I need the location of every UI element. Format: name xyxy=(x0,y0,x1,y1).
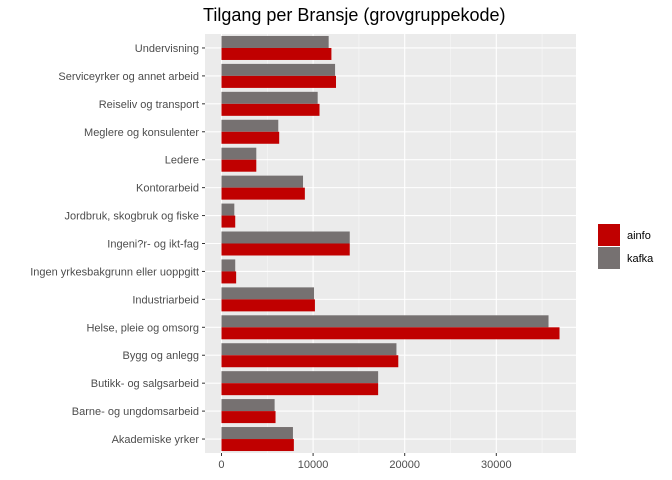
bar-ainfo-5 xyxy=(221,187,305,200)
bar-ainfo-2 xyxy=(221,103,320,116)
y-tick-label-10: Helse, pleie og omsorg xyxy=(86,322,199,334)
bar-kafka-1 xyxy=(221,63,336,76)
bar-kafka-5 xyxy=(221,175,304,188)
y-tick-label-13: Barne- og ungdomsarbeid xyxy=(72,406,199,418)
bar-ainfo-7 xyxy=(221,243,350,256)
y-tick-label-14: Akademiske yrker xyxy=(112,434,200,446)
bar-kafka-13 xyxy=(221,399,275,412)
x-tick-label-3: 30000 xyxy=(481,459,512,471)
bar-kafka-0 xyxy=(221,35,329,48)
chart-title: Tilgang per Bransje (grovgruppekode) xyxy=(203,5,506,25)
y-tick-label-1: Serviceyrker og annet arbeid xyxy=(58,71,199,83)
legend: ainfo kafka xyxy=(598,224,654,269)
bar-ainfo-3 xyxy=(221,131,280,144)
x-axis-ticks: 0 10000 20000 30000 xyxy=(218,453,512,471)
y-tick-label-3: Meglere og konsulenter xyxy=(84,127,199,139)
y-tick-label-2: Reiseliv og transport xyxy=(99,99,199,111)
bar-kafka-3 xyxy=(221,119,279,132)
bar-ainfo-0 xyxy=(221,47,332,60)
bar-ainfo-13 xyxy=(221,411,276,424)
y-tick-label-6: Jordbruk, skogbruk og fiske xyxy=(64,211,199,223)
y-axis-ticks: Undervisning Serviceyrker og annet arbeid… xyxy=(30,43,205,446)
bars xyxy=(221,35,560,452)
x-tick-label-1: 10000 xyxy=(298,459,329,471)
y-tick-label-4: Ledere xyxy=(165,155,199,167)
bar-ainfo-11 xyxy=(221,355,399,368)
y-tick-label-8: Ingen yrkesbakgrunn eller uoppgitt xyxy=(30,266,199,278)
bar-kafka-7 xyxy=(221,231,350,244)
bar-kafka-14 xyxy=(221,427,293,440)
y-tick-label-5: Kontorarbeid xyxy=(136,183,199,195)
bar-ainfo-14 xyxy=(221,439,294,452)
bar-ainfo-6 xyxy=(221,215,236,228)
y-tick-label-9: Industriarbeid xyxy=(132,294,199,306)
bar-kafka-10 xyxy=(221,315,549,328)
bar-ainfo-9 xyxy=(221,299,315,312)
bar-ainfo-1 xyxy=(221,75,336,88)
legend-key-kafka xyxy=(598,247,620,269)
y-tick-label-7: Ingeni?r- og ikt-fag xyxy=(107,239,199,251)
legend-key-ainfo xyxy=(598,224,620,246)
bar-kafka-9 xyxy=(221,287,315,300)
bar-ainfo-8 xyxy=(221,271,237,284)
bar-kafka-8 xyxy=(221,259,236,272)
y-tick-label-12: Butikk- og salgsarbeid xyxy=(91,378,199,390)
bar-kafka-11 xyxy=(221,343,397,356)
bar-ainfo-10 xyxy=(221,327,560,340)
legend-label-ainfo: ainfo xyxy=(627,230,651,242)
y-tick-label-0: Undervisning xyxy=(135,43,199,55)
bar-kafka-2 xyxy=(221,91,318,104)
y-tick-label-11: Bygg og anlegg xyxy=(123,350,199,362)
legend-label-kafka: kafka xyxy=(627,253,654,265)
x-tick-label-2: 20000 xyxy=(389,459,420,471)
bar-kafka-12 xyxy=(221,371,379,384)
x-tick-label-0: 0 xyxy=(218,459,224,471)
bar-kafka-6 xyxy=(221,203,235,216)
bar-kafka-4 xyxy=(221,147,257,160)
bar-ainfo-12 xyxy=(221,383,379,396)
bar-ainfo-4 xyxy=(221,159,257,172)
